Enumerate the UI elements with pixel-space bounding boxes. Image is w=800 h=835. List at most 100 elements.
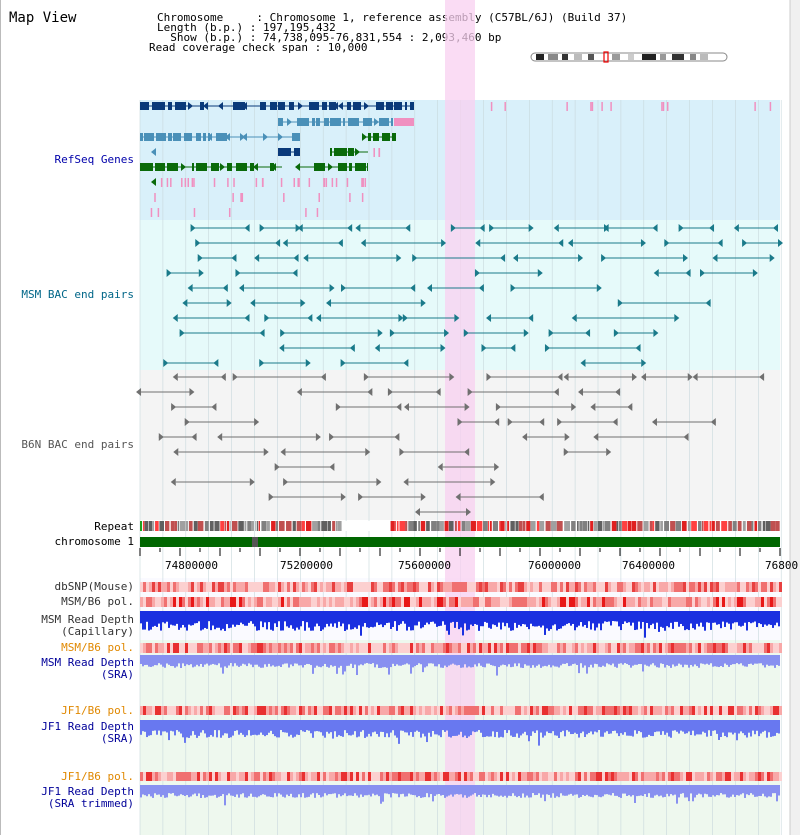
jf1-depth-sra-bar (270, 720, 272, 731)
track-label-msm-pol[interactable]: MSM/B6 pol. (61, 595, 134, 608)
jf1-pol-heat-cell (731, 706, 734, 715)
dbsnp-heat-cell (428, 582, 431, 592)
msm-pol2-heat-cell (416, 643, 419, 653)
jf1-pol2-heat-cell (728, 772, 731, 781)
track-label-msm-bac[interactable]: MSM BAC end pairs (21, 288, 134, 301)
jf1-depth-sra-bar (228, 720, 230, 738)
msm-depth-sra-bar (178, 655, 180, 664)
msm-depth-capillary-bar (752, 611, 754, 623)
msm-pol2-heat-cell (524, 643, 527, 653)
jf1-depth-trimmed-bar (224, 785, 226, 806)
jf1-depth-trimmed-bar (244, 785, 246, 798)
jf1-depth-trimmed-bar (492, 785, 494, 794)
jf1-pol-heat-cell (425, 706, 428, 715)
jf1-depth-trimmed-bar (760, 785, 762, 797)
jf1-depth-trimmed-bar (466, 785, 468, 798)
jf1-depth-trimmed-bar (554, 785, 556, 798)
refseq-pseudogene-tick (661, 102, 663, 111)
refseq-pseudogene-tick (150, 208, 153, 217)
msm-depth-capillary-bar (258, 611, 260, 631)
track-label-dbsnp[interactable]: dbSNP(Mouse) (54, 580, 134, 593)
track-label-jf1-depth-trim[interactable]: JF1 Read Depth (41, 785, 134, 798)
track-label-msm-pol-2[interactable]: MSM/B6 pol. (61, 641, 134, 654)
jf1-depth-sra-bar (560, 720, 562, 733)
jf1-pol-heat-cell (164, 706, 167, 715)
msm-depth-capillary-bar (492, 611, 494, 625)
coverage-span-info: Read coverage check span : 10,000 (149, 41, 368, 54)
msm-pol2-heat-cell (302, 643, 305, 653)
jf1-pol-heat-cell (143, 706, 146, 715)
msm-depth-sra-bar (142, 655, 144, 667)
track-label-repeat[interactable]: Repeat (94, 520, 134, 533)
msm-depth-sra-bar (314, 655, 316, 668)
msm-depth-capillary-bar (182, 611, 184, 625)
msm-bac-pair-end (329, 284, 335, 292)
track-label-msm-depth-sra[interactable]: MSM Read Depth (41, 656, 134, 669)
repeat-element (556, 521, 563, 531)
b6n-bac-track[interactable] (136, 373, 765, 516)
msm-depth-sra-bar (544, 655, 546, 666)
jf1-depth-sra-bar (286, 720, 288, 733)
refseq-genes-track[interactable] (140, 102, 772, 217)
msm-bac-pair-end (412, 254, 418, 262)
dbsnp-heat-cell (719, 582, 722, 592)
track-label-refseq[interactable]: RefSeq Genes (54, 153, 134, 166)
jf1-depth-trimmed-bar (376, 785, 378, 795)
axis-tick-label: 74800000 (165, 559, 218, 572)
jf1-depth-sra-bar (776, 720, 778, 733)
jf1-pol-heat-cell (245, 706, 248, 715)
jf1-depth-sra-bar (590, 720, 592, 732)
jf1-depth-trimmed-bar (750, 785, 752, 794)
msm-depth-capillary-bar (720, 611, 722, 629)
msm-depth-sra-bar (200, 655, 202, 664)
msm-pol2-heat-cell (242, 643, 245, 653)
jf1-depth-sra-bar (486, 720, 488, 737)
repeat-element (762, 521, 766, 531)
jf1-depth-trimmed-bar (704, 785, 706, 794)
repeat-element (408, 521, 414, 531)
jf1-pol-heat-cell (365, 706, 368, 715)
track-label-b6n-bac[interactable]: B6N BAC end pairs (21, 438, 134, 451)
msm-bac-pair-end (166, 269, 172, 277)
track-label-msm-depth-cap[interactable]: MSM Read Depth (41, 613, 134, 626)
msm-depth-capillary-bar (692, 611, 694, 629)
msm-depth-sra-bar (522, 655, 524, 668)
msm-pol2-heat-cell (599, 643, 602, 653)
track-label-jf1-depth-sra[interactable]: JF1 Read Depth (41, 720, 134, 733)
dbsnp-heat-cell (770, 582, 773, 592)
track-label-jf1-pol-2[interactable]: JF1/B6 pol. (61, 770, 134, 783)
jf1-depth-trimmed-bar (352, 785, 354, 796)
msm-depth-capillary-bar (706, 611, 708, 623)
refseq-gene-strand-arrow (338, 102, 343, 110)
jf1-pol-heat-cell (683, 706, 686, 715)
refseq-gene-exon (297, 118, 309, 126)
chromosome-ideogram[interactable] (530, 51, 728, 63)
msm-pol2-heat-cell (155, 643, 158, 653)
jf1-pol-heat-cell (392, 706, 395, 715)
jf1-pol2-heat-cell (437, 772, 440, 781)
ideogram-band (690, 54, 696, 60)
heat-tracks (140, 582, 782, 781)
msm-bac-track[interactable] (163, 224, 783, 367)
msm-pol-heat-cell (341, 597, 344, 607)
jf1-pol-heat-cell (725, 706, 728, 715)
jf1-depth-trimmed-bar (234, 785, 236, 797)
msm-bac-pair-end (653, 269, 659, 277)
dbsnp-heat-cell (344, 582, 347, 592)
msm-depth-capillary-bar (140, 611, 142, 624)
repeat-element (698, 521, 702, 531)
track-label-jf1-pol[interactable]: JF1/B6 pol. (61, 704, 134, 717)
jf1-depth-sra-bar (312, 720, 314, 738)
dbsnp-heat-cell (635, 582, 638, 592)
msm-pol2-heat-cell (659, 643, 662, 653)
refseq-pseudogene-tick (187, 178, 190, 187)
jf1-depth-sra-bar (472, 720, 474, 732)
jf1-pol-heat-cell (491, 706, 494, 715)
jf1-depth-sra-bar (378, 720, 380, 737)
msm-pol-heat-cell (497, 597, 500, 607)
msm-depth-capillary-bar (750, 611, 752, 624)
repeat-track[interactable] (140, 521, 780, 531)
refseq-pseudogene-tick (308, 178, 311, 187)
repeat-element (499, 521, 501, 531)
